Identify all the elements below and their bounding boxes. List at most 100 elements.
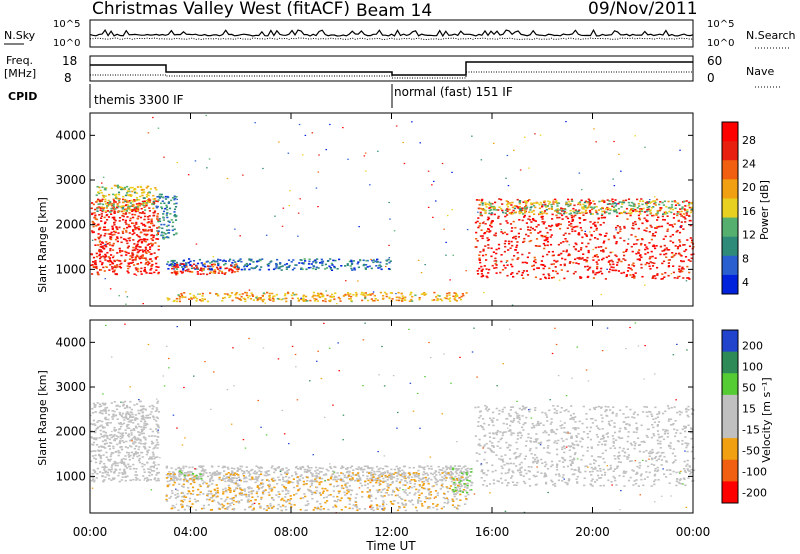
data-cell [104, 409, 107, 412]
data-cell [255, 492, 258, 495]
data-cell [290, 261, 293, 263]
data-cell [561, 214, 564, 217]
data-cell [142, 416, 145, 418]
data-cell [409, 482, 412, 485]
data-cell [524, 261, 527, 264]
data-cell [330, 475, 333, 477]
data-cell [568, 244, 570, 246]
data-cell [304, 260, 307, 262]
data-cell [612, 266, 615, 269]
data-cell [115, 195, 118, 198]
data-cell [111, 418, 114, 420]
data-cell [196, 271, 199, 273]
data-cell [481, 274, 484, 277]
data-cell [115, 206, 119, 209]
data-cell [501, 269, 505, 271]
data-cell [152, 415, 155, 418]
data-cell [129, 411, 132, 413]
data-cell [165, 204, 168, 207]
data-cell [91, 213, 94, 216]
data-cell [690, 257, 693, 260]
data-cell [297, 489, 300, 492]
data-cell [680, 207, 684, 210]
data-cell [418, 489, 421, 491]
data-cell [458, 482, 461, 485]
data-cell [610, 266, 613, 268]
data-cell [542, 264, 545, 266]
data-cell [436, 294, 439, 297]
data-cell [321, 467, 324, 470]
data-cell [94, 461, 98, 464]
data-cell [112, 198, 115, 201]
data-cell [285, 263, 288, 265]
data-cell [130, 451, 133, 454]
data-cell [450, 480, 453, 483]
data-cell [390, 477, 393, 480]
data-cell [234, 494, 237, 497]
data-cell [627, 243, 630, 245]
data-cell [95, 252, 98, 255]
data-cell [454, 471, 457, 473]
data-cell [315, 507, 318, 510]
data-cell [404, 509, 407, 512]
data-cell [206, 475, 210, 478]
data-cell [597, 259, 600, 261]
data-cell [211, 472, 214, 474]
data-cell [678, 244, 681, 247]
data-cell [645, 219, 648, 221]
data-cell [258, 474, 261, 476]
data-cell [127, 225, 130, 228]
data-cell [214, 472, 217, 474]
data-cell [98, 425, 102, 428]
data-cell [363, 155, 366, 157]
data-cell [132, 422, 135, 424]
data-cell [453, 465, 457, 467]
data-cell [209, 480, 212, 483]
data-cell [677, 246, 680, 248]
data-cell [608, 260, 611, 262]
data-cell [620, 170, 622, 172]
data-cell [448, 297, 452, 300]
data-cell [404, 499, 407, 502]
data-cell [130, 209, 133, 211]
data-cell [685, 200, 688, 202]
data-cell [142, 428, 145, 430]
data-cell [265, 509, 268, 511]
data-cell [258, 487, 261, 490]
data-cell [130, 445, 133, 448]
data-cell [322, 474, 325, 476]
data-cell [518, 219, 521, 221]
data-cell [340, 484, 344, 487]
data-cell [488, 201, 491, 203]
data-cell [151, 442, 154, 445]
data-cell [269, 503, 272, 505]
data-cell [589, 231, 591, 233]
data-cell [121, 432, 124, 434]
data-cell [125, 404, 128, 407]
data-cell [385, 260, 389, 262]
data-cell [522, 201, 525, 203]
data-cell [592, 200, 595, 202]
data-cell [600, 217, 603, 219]
data-cell [124, 458, 127, 461]
data-cell [505, 261, 508, 263]
data-cell [225, 490, 228, 493]
data-cell [267, 507, 270, 509]
data-cell [199, 269, 202, 271]
data-cell [364, 268, 367, 270]
data-cell [433, 476, 436, 478]
data-cell [347, 491, 350, 493]
data-cell [507, 185, 510, 187]
data-cell [188, 508, 191, 511]
data-cell [243, 265, 246, 268]
data-cell [123, 210, 126, 212]
data-cell [157, 431, 160, 434]
data-cell [378, 265, 380, 267]
data-cell [193, 296, 196, 299]
data-cell [230, 467, 234, 469]
data-cell [581, 236, 584, 239]
data-cell [145, 272, 148, 274]
data-cell [655, 213, 658, 216]
data-cell [327, 469, 330, 472]
data-cell [584, 211, 587, 213]
